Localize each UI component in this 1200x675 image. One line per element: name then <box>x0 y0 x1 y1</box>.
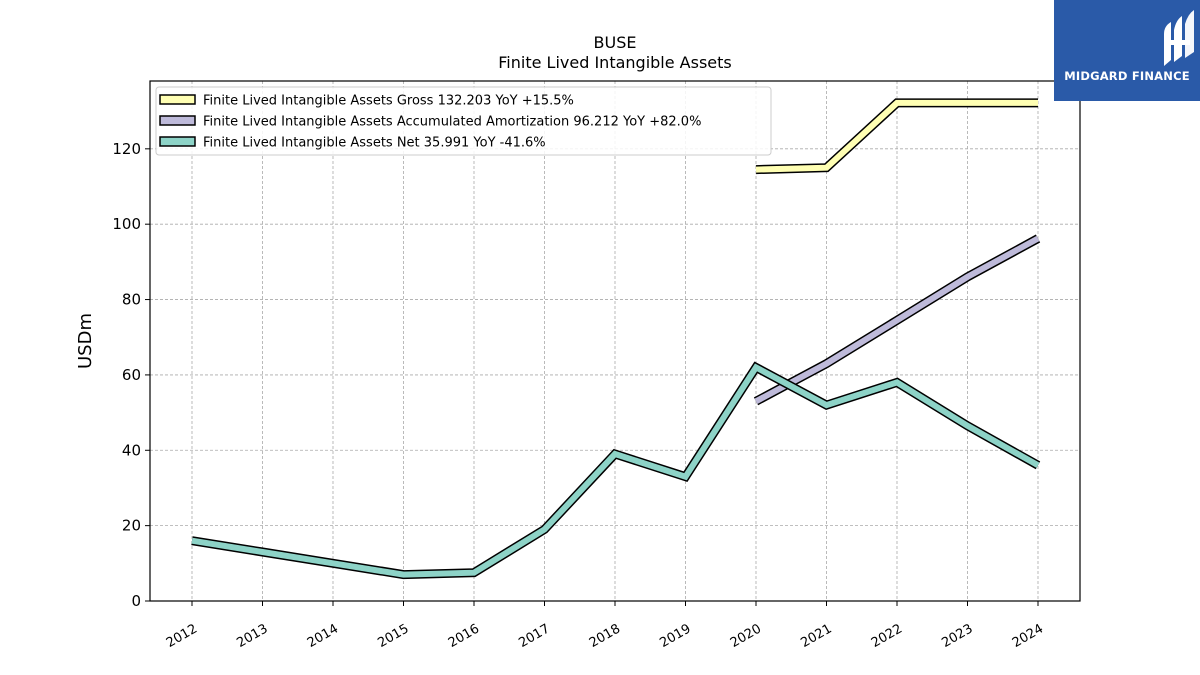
x-tick-label: 2020 <box>728 621 764 651</box>
x-tick-label: 2022 <box>869 621 905 651</box>
x-tick-label: 2017 <box>516 621 552 651</box>
legend-label: Finite Lived Intangible Assets Accumulat… <box>203 115 701 130</box>
x-tick-label: 2014 <box>305 621 341 651</box>
chart-subtitle: Finite Lived Intangible Assets <box>498 53 731 72</box>
y-axis: 0 20 40 60 80 100 120 <box>112 140 150 610</box>
legend: Finite Lived Intangible Assets Gross 132… <box>155 86 772 156</box>
y-tick-label: 60 <box>122 366 141 384</box>
legend-label: Finite Lived Intangible Assets Gross 132… <box>203 94 574 109</box>
x-tick-label: 2024 <box>1010 621 1046 651</box>
chart-title: BUSE <box>594 33 637 52</box>
x-tick-label: 2013 <box>234 621 270 651</box>
y-tick-label: 40 <box>122 441 141 459</box>
series-line <box>191 363 1040 578</box>
y-tick-label: 0 <box>131 592 141 610</box>
legend-label: Finite Lived Intangible Assets Net 35.99… <box>203 136 546 151</box>
x-tick-label: 2018 <box>587 621 623 651</box>
brand-logo: MIDGARD FINANCE <box>1054 0 1200 101</box>
legend-swatch <box>159 94 196 105</box>
y-tick-label: 100 <box>112 215 141 233</box>
y-tick-label: 120 <box>112 140 141 158</box>
midgard-logo-icon <box>1164 10 1194 66</box>
x-axis: 2012 2013 2014 2015 2016 2017 2018 2019 2020 2021… <box>164 601 1046 651</box>
series-layer <box>191 98 1041 580</box>
x-tick-label: 2015 <box>375 621 411 651</box>
x-tick-label: 2021 <box>798 621 834 651</box>
y-tick-label: 80 <box>122 291 141 309</box>
y-tick-label: 20 <box>122 517 141 535</box>
x-tick-label: 2019 <box>657 621 693 651</box>
series-line <box>754 235 1040 404</box>
legend-box <box>155 86 772 156</box>
legend-swatch <box>159 115 196 126</box>
series-line <box>755 99 1038 173</box>
grid-lines <box>150 81 1080 601</box>
legend-swatch <box>159 136 196 147</box>
y-axis-label: USDm <box>75 313 96 369</box>
x-tick-label: 2023 <box>939 621 975 651</box>
brand-name: MIDGARD FINANCE <box>1064 69 1190 83</box>
x-tick-label: 2012 <box>164 621 200 651</box>
x-tick-label: 2016 <box>446 621 482 651</box>
